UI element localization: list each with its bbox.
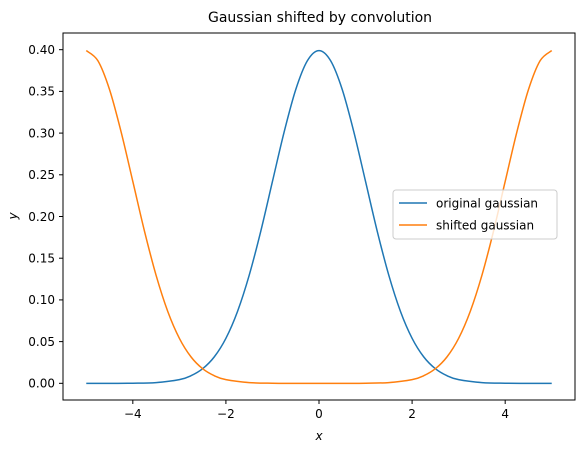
legend: original gaussian shifted gaussian <box>392 189 558 240</box>
y-tick-label: 0.20 <box>28 210 55 224</box>
y-axis-label: y <box>6 212 20 221</box>
y-tick-label: 0.05 <box>28 335 55 349</box>
x-tick-label: −2 <box>217 407 235 421</box>
series-line-shifted-gaussian <box>85 50 553 385</box>
y-tick-label: 0.15 <box>28 252 55 266</box>
legend-label-shifted-gaussian: shifted gaussian <box>436 219 534 233</box>
x-axis-label: x <box>314 429 323 443</box>
y-tick-label: 0.35 <box>28 85 55 99</box>
y-tick-label: 0.40 <box>28 43 55 57</box>
x-tick-label: 2 <box>408 407 416 421</box>
series-line-original-gaussian <box>86 49 552 385</box>
x-tick-label: 4 <box>501 407 509 421</box>
legend-box <box>392 189 558 240</box>
y-tick-label: 0.25 <box>28 168 55 182</box>
x-tick-label: 0 <box>315 407 323 421</box>
chart-title: Gaussian shifted by convolution <box>208 10 432 26</box>
y-axis: 0.00 0.05 0.10 0.15 0.20 0.25 0.30 0.35 0.40 <box>28 43 63 391</box>
x-tick-label: −4 <box>124 407 142 421</box>
y-tick-label: 0.10 <box>28 293 55 307</box>
legend-label-original-gaussian: original gaussian <box>436 197 538 211</box>
y-tick-label: 0.00 <box>28 377 55 391</box>
x-axis: −4 −2 0 2 4 <box>124 400 509 421</box>
series-layer <box>85 49 553 385</box>
y-tick-label: 0.30 <box>28 126 55 140</box>
